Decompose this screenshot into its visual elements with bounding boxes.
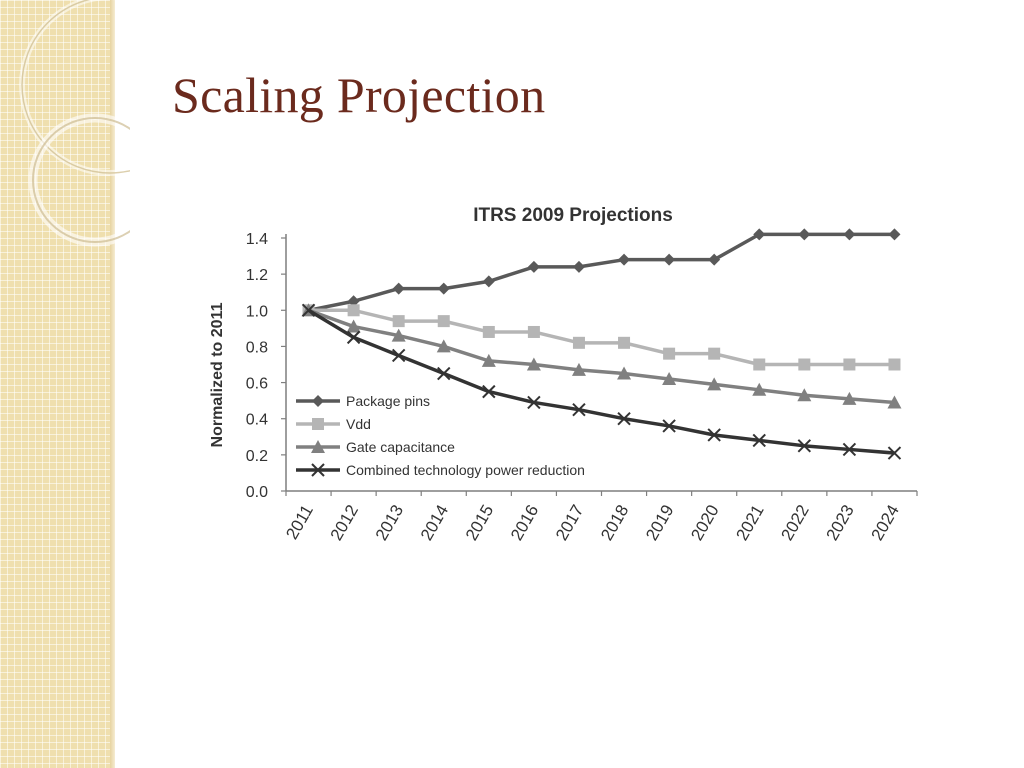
legend-label: Gate capacitance	[346, 439, 455, 455]
x-tick-label: 2011	[282, 502, 317, 543]
data-point	[663, 253, 676, 266]
data-point	[527, 325, 540, 338]
series-line-1	[308, 308, 895, 367]
series-line-3	[307, 308, 895, 455]
legend-marker	[312, 395, 324, 407]
data-point	[437, 282, 450, 295]
y-tick-label: 1.2	[246, 267, 268, 284]
data-point	[482, 275, 495, 288]
data-point	[663, 347, 676, 360]
x-tick-label: 2014	[417, 502, 452, 544]
x-tick-label: 2020	[687, 502, 722, 544]
data-point	[843, 228, 856, 241]
x-tick-label: 2016	[507, 502, 542, 544]
legend-marker	[311, 463, 325, 477]
line-chart: ITRS 2009 Projections Normalized to 2011…	[190, 190, 950, 580]
data-point	[392, 315, 405, 328]
x-tick-label: 2021	[732, 502, 767, 544]
data-point	[482, 325, 495, 338]
series-line-0	[308, 232, 895, 313]
data-point	[662, 419, 676, 433]
data-point	[572, 336, 585, 349]
legend-label: Combined technology power reduction	[346, 462, 585, 478]
data-point	[798, 228, 811, 241]
data-point	[842, 391, 857, 405]
legend-marker	[311, 440, 325, 453]
data-point	[436, 339, 451, 353]
data-point	[888, 228, 901, 241]
y-tick-label: 0.6	[246, 376, 268, 393]
data-point	[752, 382, 767, 396]
data-point	[572, 260, 585, 273]
data-point	[752, 433, 766, 448]
y-tick-label: 0.0	[246, 484, 268, 501]
data-point	[617, 366, 632, 380]
data-point	[481, 353, 496, 367]
legend-marker	[312, 418, 324, 430]
y-tick-label: 0.8	[246, 339, 268, 356]
data-point	[753, 228, 766, 241]
data-point	[526, 357, 541, 371]
data-point	[842, 442, 857, 457]
legend-label: Package pins	[346, 393, 430, 409]
data-point	[301, 303, 316, 317]
data-point	[572, 402, 586, 417]
y-tick-label: 1.4	[246, 231, 268, 248]
slide-title: Scaling Projection	[172, 67, 546, 123]
data-point	[887, 395, 902, 409]
data-point	[347, 304, 360, 317]
data-point	[391, 348, 406, 363]
data-point	[527, 260, 540, 273]
data-point	[346, 330, 361, 345]
x-tick-label: 2023	[822, 502, 857, 544]
y-tick-label: 0.2	[246, 448, 268, 465]
data-point	[753, 358, 766, 371]
side-panel-edge	[110, 0, 115, 768]
data-point	[618, 253, 631, 266]
data-point	[708, 253, 721, 266]
data-point	[707, 428, 721, 442]
data-point	[618, 336, 631, 349]
x-tick-label: 2012	[327, 502, 362, 544]
data-point	[843, 358, 856, 371]
data-point	[392, 282, 405, 295]
data-point	[617, 412, 631, 426]
x-tick-label: 2019	[642, 502, 677, 544]
series-line-2	[307, 308, 895, 405]
x-tick-label: 2017	[552, 502, 587, 544]
chart-title: ITRS 2009 Projections	[473, 205, 673, 226]
data-point	[437, 315, 450, 328]
data-point	[346, 319, 361, 333]
y-tick-label: 1.0	[246, 303, 268, 320]
data-point	[708, 347, 721, 360]
y-axis-label: Normalized to 2011	[209, 302, 226, 447]
data-point	[662, 371, 677, 385]
data-point	[888, 358, 901, 371]
x-tick-label: 2015	[462, 502, 497, 544]
data-point	[797, 439, 812, 453]
x-tick-label: 2024	[868, 502, 903, 544]
decorative-rings	[19, 0, 130, 247]
data-point	[391, 328, 406, 342]
data-point	[887, 446, 902, 460]
x-tick-label: 2022	[777, 502, 812, 544]
data-point	[437, 366, 451, 381]
y-tick-label: 0.4	[246, 412, 268, 429]
data-point	[797, 388, 812, 402]
x-tick-label: 2013	[372, 502, 407, 544]
legend-label: Vdd	[346, 416, 371, 432]
data-point	[571, 362, 586, 376]
data-point	[527, 395, 541, 410]
data-point	[798, 358, 811, 371]
data-point	[347, 295, 360, 308]
data-point	[482, 384, 496, 399]
x-tick-label: 2018	[597, 502, 632, 544]
data-point	[707, 377, 722, 391]
